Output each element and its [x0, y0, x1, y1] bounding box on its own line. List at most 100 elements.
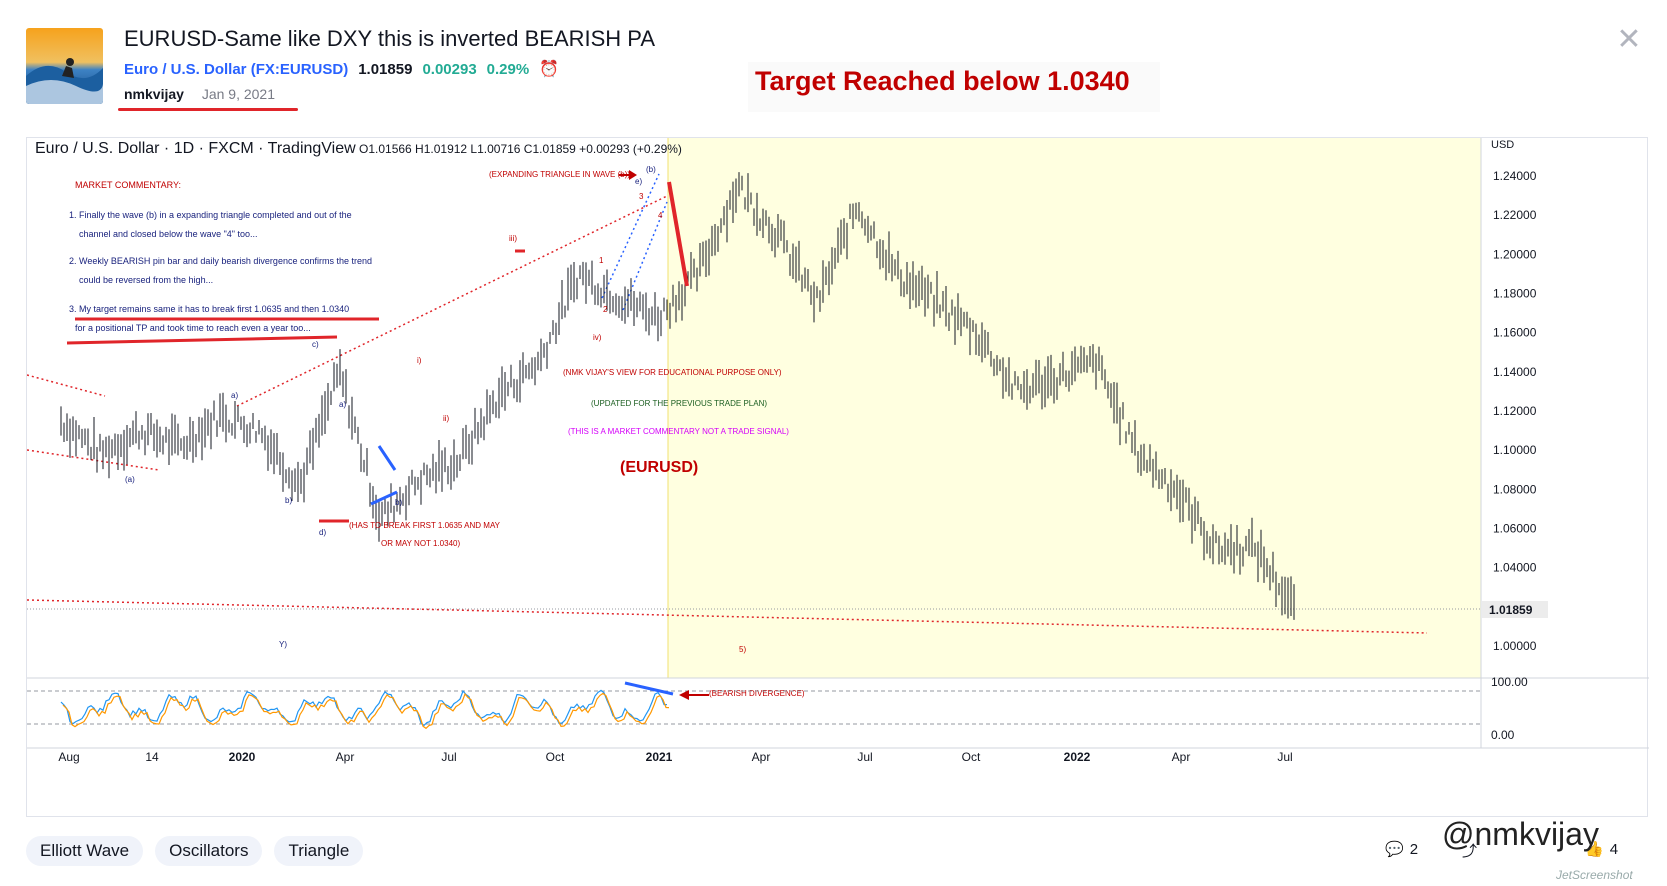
label-updated: (UPDATED FOR THE PREVIOUS TRADE PLAN) — [591, 399, 767, 408]
alarm-clock-icon[interactable]: ⏰ — [539, 61, 560, 78]
x-tick-label: Oct — [546, 750, 565, 764]
tag-elliott-wave[interactable]: Elliott Wave — [26, 836, 144, 866]
commentary-p2b: could be reversed from the high... — [79, 275, 213, 285]
wave-b-right: b) — [395, 498, 402, 507]
symbol-name[interactable]: Euro / U.S. Dollar — [124, 60, 247, 78]
x-tick-label: Aug — [58, 750, 79, 764]
commentary-p1b: channel and closed below the wave "4" to… — [79, 229, 258, 239]
share-icon: ⤴ — [1462, 843, 1478, 860]
trendline-upper-left — [26, 374, 106, 397]
commentary-underline-2 — [66, 335, 338, 345]
y-tick-label: 1.16000 — [1493, 326, 1537, 340]
reversal-red-line — [667, 181, 689, 287]
symbol-link[interactable]: Euro / U.S. Dollar (FX:EURUSD) — [124, 61, 348, 78]
price-bars — [60, 172, 1295, 620]
y-ticks: 1.24000 1.22000 1.20000 1.18000 1.16000 1.140… — [1493, 169, 1537, 653]
y-tick-label: 1.22000 — [1493, 208, 1537, 222]
label-symbol: (EURUSD) — [620, 459, 698, 476]
y-tick-label: 1.04000 — [1493, 561, 1537, 575]
wave-2: 2 — [603, 305, 608, 314]
price-currency: USD — [1491, 139, 1514, 151]
x-tick-label: Apr — [336, 750, 355, 764]
x-tick-label: 2021 — [646, 750, 673, 764]
osc-ticks: 100.00 0.00 — [1491, 675, 1528, 742]
label-expanding: (EXPANDING TRIANGLE IN WAVE (b)) — [489, 170, 630, 179]
wave-1: 1 — [599, 256, 604, 265]
target-box — [748, 62, 1160, 112]
wave-3: 3 — [639, 192, 644, 201]
label-break1: (HAS TO BREAK FIRST 1.0635 AND MAY — [349, 521, 501, 530]
symbol-change-pct: 0.29% — [486, 60, 530, 78]
publish-date: Jan 9, 2021 — [201, 86, 275, 102]
wave-iii: iii) — [509, 234, 517, 243]
chart-svg[interactable]: USD 1.240001.220001.200001.180001.160001… — [26, 138, 1649, 818]
share-button[interactable]: ⤴ — [1462, 840, 1477, 861]
wave-e: e) — [635, 177, 642, 186]
last-price-label: 1.01859 — [1489, 603, 1533, 617]
y-tick-label: 1.06000 — [1493, 522, 1537, 536]
x-tick-label: Jul — [441, 750, 456, 764]
x-ticks: Aug 14 2020 Apr Jul Oct 2021 Apr Jul Oct 2022 Apr Ju… — [58, 750, 1292, 764]
close-icon[interactable]: ✕ — [1616, 23, 1642, 56]
commentary-p3a: 3. My target remains same it has to brea… — [69, 304, 349, 314]
tag-oscillators[interactable]: Oscillators — [155, 836, 263, 866]
screenshot-watermark: JetScreenshot — [1556, 868, 1633, 882]
y-tick-label: 1.00000 — [1493, 639, 1537, 653]
y-tick-label: 1.24000 — [1493, 169, 1537, 183]
author-avatar[interactable] — [26, 28, 103, 104]
trendline-long — [26, 599, 1428, 634]
x-tick-label: Jul — [1277, 750, 1292, 764]
osc-tick-label: 100.00 — [1491, 675, 1528, 689]
symbol-price: 1.01859 — [358, 60, 413, 78]
y-tick-label: 1.10000 — [1493, 443, 1537, 457]
wave-a-2: a) — [231, 391, 238, 400]
commentary-p2a: 2. Weekly BEARISH pin bar and daily bear… — [69, 256, 372, 266]
idea-header: EURUSD-Same like DXY this is inverted BE… — [0, 0, 1667, 130]
x-tick-label: Oct — [962, 750, 981, 764]
x-tick-label: Apr — [752, 750, 771, 764]
x-tick-label: Apr — [1172, 750, 1191, 764]
target-reached-text: Target Reached below 1.0340 — [755, 66, 1130, 96]
symbol-ticker[interactable]: (FX:EURUSD) — [250, 60, 349, 78]
wave-iv: iv) — [593, 333, 602, 342]
chart-ohlc: O1.01566 H1.01912 L1.00716 C1.01859 +0.0… — [359, 142, 682, 156]
osc-tick-label: 0.00 — [1491, 728, 1515, 742]
comments-count: 2 — [1409, 840, 1419, 858]
blue-wedge-line-2 — [370, 490, 398, 506]
comments-button[interactable]: 💬 2 — [1385, 840, 1419, 859]
boosts-count: 4 — [1609, 840, 1619, 858]
author-row: nmkvijay Jan 9, 2021 — [124, 86, 275, 102]
wave-d: d) — [319, 528, 326, 537]
x-tick-label: 2020 — [229, 750, 256, 764]
wave-a-left: (a) — [125, 475, 135, 484]
boost-button[interactable]: 👍 4 — [1585, 840, 1619, 859]
label-notsignal: (THIS IS A MARKET COMMENTARY NOT A TRADE… — [568, 427, 789, 436]
wave-c: c) — [312, 340, 319, 349]
symbol-row: Euro / U.S. Dollar (FX:EURUSD) 1.01859 0… — [124, 59, 559, 79]
tag-triangle[interactable]: Triangle — [274, 836, 364, 866]
thumbs-up-icon: 👍 — [1585, 841, 1604, 858]
label-break2: OR MAY NOT 1.0340) — [381, 539, 460, 548]
x-tick-label: Jul — [857, 750, 872, 764]
comment-icon: 💬 — [1385, 841, 1404, 858]
y-tick-label: 1.08000 — [1493, 482, 1537, 496]
arrow-expanding-icon — [629, 170, 637, 180]
tag-list: Elliott Wave Oscillators Triangle — [26, 836, 364, 866]
osc-k-line — [60, 689, 668, 727]
author-watermark: @nmkvijay — [1442, 816, 1599, 852]
wave-b-top: (b) — [646, 165, 656, 174]
symbol-change: 0.00293 — [422, 60, 477, 78]
commentary-p3b: for a positional TP and took time to rea… — [75, 323, 311, 333]
last-price-box — [1482, 601, 1548, 618]
label-educational: (NMK VIJAY'S VIEW FOR EDUCATIONAL PURPOS… — [563, 368, 782, 377]
chart-container[interactable]: USD 1.24000 1.22000 1.20000 1.18000 1.16000 1… — [26, 137, 1649, 818]
wave-i: i) — [417, 356, 422, 365]
wave-4: 4 — [658, 211, 663, 220]
osc-divergence-line — [624, 681, 674, 696]
wave-a-3: a) — [339, 400, 346, 409]
y-tick-label: 1.20000 — [1493, 247, 1537, 261]
y-tick-label: 1.12000 — [1493, 404, 1537, 418]
trendline-lower-left — [26, 449, 160, 471]
author-name[interactable]: nmkvijay — [124, 86, 184, 102]
wave-ii: ii) — [443, 414, 450, 423]
